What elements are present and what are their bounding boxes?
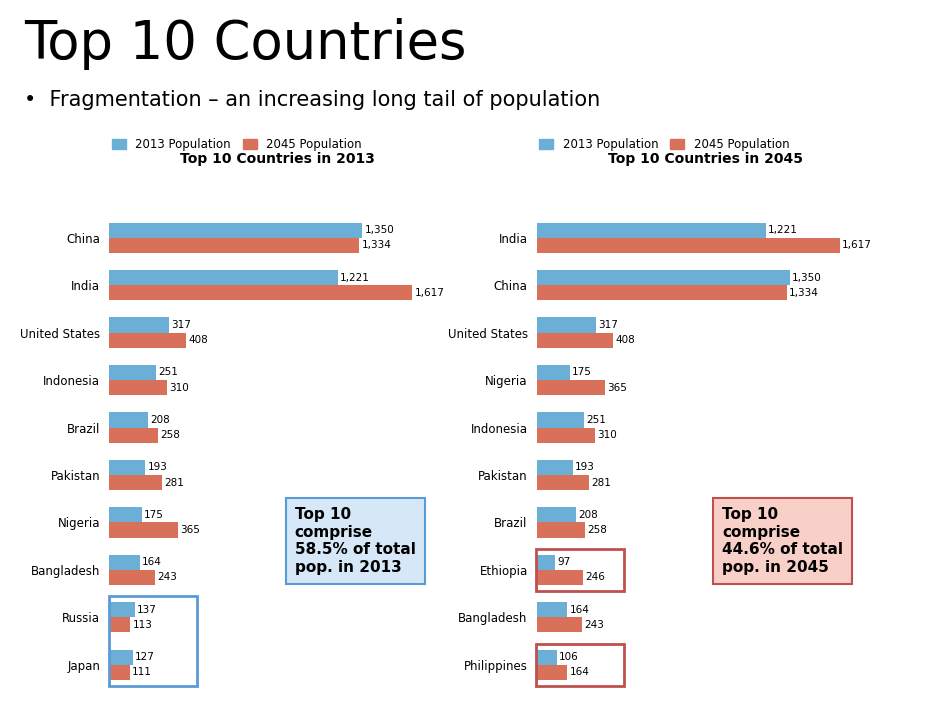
Bar — [537, 365, 570, 380]
Bar — [109, 460, 145, 475]
Bar — [109, 427, 158, 443]
Text: 310: 310 — [170, 383, 189, 393]
Text: 1,221: 1,221 — [768, 225, 798, 235]
Text: 258: 258 — [587, 525, 607, 535]
Text: 164: 164 — [142, 557, 162, 567]
Bar — [537, 222, 766, 238]
Text: 175: 175 — [572, 367, 592, 378]
Bar — [537, 475, 589, 490]
Text: 281: 281 — [164, 477, 184, 487]
Text: Top 10
comprise
44.6% of total
pop. in 2045: Top 10 comprise 44.6% of total pop. in 2… — [722, 508, 844, 575]
Text: 408: 408 — [188, 335, 208, 345]
Bar — [537, 427, 595, 443]
Text: 1,617: 1,617 — [842, 240, 872, 251]
Text: 317: 317 — [598, 320, 618, 330]
Bar — [537, 333, 613, 348]
Text: Top 10 Countries: Top 10 Countries — [24, 18, 466, 70]
Bar — [537, 270, 789, 285]
Bar — [109, 554, 140, 570]
Bar — [537, 460, 573, 475]
Text: 365: 365 — [180, 525, 200, 535]
Text: 208: 208 — [578, 510, 598, 520]
Bar — [109, 285, 412, 300]
Text: 164: 164 — [570, 667, 590, 677]
Text: 193: 193 — [147, 462, 167, 472]
Text: 97: 97 — [557, 557, 570, 567]
Text: 208: 208 — [150, 415, 170, 425]
Bar — [109, 508, 142, 523]
Bar — [537, 285, 787, 300]
Bar — [109, 412, 148, 427]
Bar — [537, 554, 555, 570]
Text: 1,334: 1,334 — [788, 288, 819, 297]
Text: 251: 251 — [586, 415, 606, 425]
Bar — [537, 380, 605, 395]
Bar — [537, 412, 584, 427]
Text: 1,350: 1,350 — [365, 225, 394, 235]
Text: 246: 246 — [585, 573, 605, 583]
Bar — [109, 650, 133, 665]
Title: Top 10 Countries in 2013: Top 10 Countries in 2013 — [180, 152, 375, 166]
Bar — [109, 617, 130, 632]
Bar — [109, 318, 169, 333]
Bar — [109, 270, 338, 285]
Text: 281: 281 — [592, 477, 612, 487]
Text: 137: 137 — [137, 605, 157, 614]
Bar — [109, 523, 178, 538]
Bar — [537, 523, 585, 538]
Bar — [109, 238, 359, 253]
Bar — [109, 333, 185, 348]
Bar — [109, 570, 155, 585]
Text: 111: 111 — [132, 667, 152, 677]
Bar — [537, 665, 567, 680]
Text: 365: 365 — [607, 383, 627, 393]
Text: 1,617: 1,617 — [414, 288, 445, 297]
Text: 193: 193 — [575, 462, 595, 472]
Bar — [537, 650, 557, 665]
Text: 243: 243 — [584, 620, 604, 630]
Text: 106: 106 — [559, 652, 579, 662]
Bar — [109, 475, 162, 490]
Text: 164: 164 — [570, 605, 590, 614]
Text: 1,350: 1,350 — [792, 273, 822, 282]
Bar — [537, 318, 597, 333]
Bar — [109, 222, 362, 238]
Bar — [109, 365, 157, 380]
Text: 243: 243 — [157, 573, 177, 583]
Text: 317: 317 — [171, 320, 191, 330]
Text: 408: 408 — [616, 335, 636, 345]
Legend: 2013 Population, 2045 Population: 2013 Population, 2045 Population — [112, 139, 362, 152]
Title: Top 10 Countries in 2045: Top 10 Countries in 2045 — [608, 152, 803, 166]
Bar — [537, 570, 583, 585]
Text: 1,334: 1,334 — [361, 240, 391, 251]
Bar — [109, 380, 167, 395]
Text: 310: 310 — [598, 430, 617, 440]
Bar — [537, 508, 576, 523]
Text: 175: 175 — [144, 510, 164, 520]
Text: Top 10
comprise
58.5% of total
pop. in 2013: Top 10 comprise 58.5% of total pop. in 2… — [294, 508, 415, 575]
Bar — [109, 665, 130, 680]
Bar — [537, 238, 840, 253]
Legend: 2013 Population, 2045 Population: 2013 Population, 2045 Population — [540, 139, 789, 152]
Text: 251: 251 — [159, 367, 179, 378]
Bar — [537, 617, 582, 632]
Text: 113: 113 — [133, 620, 153, 630]
Text: •  Fragmentation – an increasing long tail of population: • Fragmentation – an increasing long tai… — [24, 90, 600, 110]
Text: 258: 258 — [160, 430, 180, 440]
Text: 1,221: 1,221 — [340, 273, 370, 282]
Bar — [109, 602, 135, 617]
Text: 127: 127 — [135, 652, 155, 662]
Bar — [537, 602, 567, 617]
